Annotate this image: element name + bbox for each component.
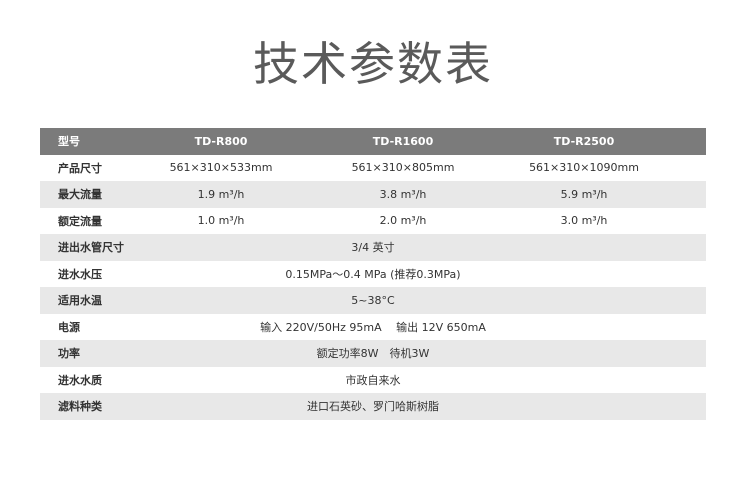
- page-title: 技术参数表: [253, 37, 493, 91]
- table-row: 产品尺寸 561×310×533mm 561×310×805mm 561×310…: [40, 155, 706, 182]
- row-label: 进出水管尺寸: [58, 241, 124, 255]
- cell: 561×310×533mm: [169, 161, 273, 175]
- row-label: 电源: [58, 320, 80, 334]
- header-model: TD-R800: [194, 134, 248, 148]
- table-row: 最大流量 1.9 m³/h 3.8 m³/h 5.9 m³/h: [40, 181, 706, 208]
- cell: 1.9 m³/h: [197, 187, 245, 201]
- table-header: 型号 TD-R800 TD-R1600 TD-R2500: [40, 128, 706, 155]
- cell: 3.0 m³/h: [560, 214, 608, 228]
- row-label: 进水水压: [58, 267, 102, 281]
- table-row: 额定流量 1.0 m³/h 2.0 m³/h 3.0 m³/h: [40, 208, 706, 235]
- header-model: TD-R2500: [553, 134, 615, 148]
- row-label: 功率: [58, 347, 80, 361]
- cell: 输入 220V/50Hz 95mA 输出 12V 650mA: [260, 320, 486, 334]
- cell: 2.0 m³/h: [379, 214, 427, 228]
- cell: 561×310×1090mm: [529, 161, 639, 175]
- cell: 市政自来水: [345, 373, 401, 387]
- row-label: 进水水质: [58, 373, 102, 387]
- header-model: TD-R1600: [372, 134, 434, 148]
- cell: 额定功率8W 待机3W: [316, 347, 430, 361]
- table-row: 电源 输入 220V/50Hz 95mA 输出 12V 650mA: [40, 314, 706, 341]
- table-row: 进水水质 市政自来水: [40, 367, 706, 394]
- table-row: 进出水管尺寸 3/4 英寸: [40, 234, 706, 261]
- row-label: 滤料种类: [58, 400, 102, 414]
- header-label: 型号: [58, 135, 80, 149]
- row-label: 最大流量: [58, 188, 102, 202]
- cell: 3/4 英寸: [351, 241, 395, 255]
- spec-table: 型号 TD-R800 TD-R1600 TD-R2500 产品尺寸 561×31…: [40, 128, 706, 420]
- table-row: 适用水温 5~38°C: [40, 287, 706, 314]
- row-label: 适用水温: [58, 294, 102, 308]
- cell: 3.8 m³/h: [379, 187, 427, 201]
- cell: 5~38°C: [351, 293, 395, 307]
- cell: 5.9 m³/h: [560, 187, 608, 201]
- cell: 1.0 m³/h: [197, 214, 245, 228]
- row-label: 额定流量: [58, 214, 102, 228]
- table-row: 进水水压 0.15MPa～0.4 MPa (推荐0.3MPa): [40, 261, 706, 288]
- cell: 进口石英砂、罗门哈斯树脂: [307, 400, 439, 414]
- table-row: 功率 额定功率8W 待机3W: [40, 340, 706, 367]
- row-label: 产品尺寸: [58, 161, 102, 175]
- cell: 0.15MPa～0.4 MPa (推荐0.3MPa): [285, 267, 461, 281]
- cell: 561×310×805mm: [351, 161, 455, 175]
- table-row: 滤料种类 进口石英砂、罗门哈斯树脂: [40, 393, 706, 420]
